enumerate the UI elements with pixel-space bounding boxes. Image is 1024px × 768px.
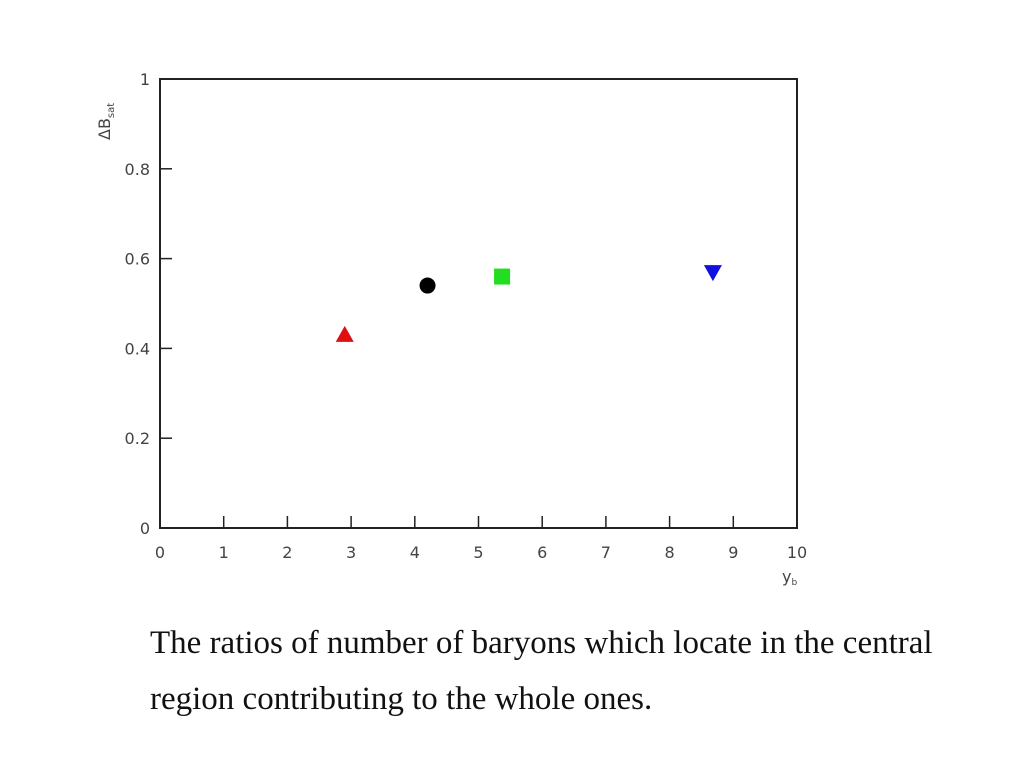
y-tick-label: 0.4: [125, 339, 150, 358]
y-axis-label-main: ΔB: [95, 118, 114, 140]
x-axis-label-sub: b: [791, 578, 797, 588]
plot-frame: [159, 78, 798, 529]
x-tick-label: 7: [601, 543, 611, 562]
x-tick-label: 4: [410, 543, 420, 562]
x-tick-label: 6: [537, 543, 547, 562]
y-tick-label: 0: [140, 519, 150, 538]
x-tick-label: 0: [155, 543, 165, 562]
x-tick-label: 5: [473, 543, 483, 562]
y-tick-label: 1: [140, 70, 150, 89]
x-tick-label: 10: [787, 543, 807, 562]
y-tick-label: 0.2: [125, 429, 150, 448]
x-tick-label: 3: [346, 543, 356, 562]
data-point: [419, 277, 436, 294]
caption: The ratios of number of baryons which lo…: [150, 625, 933, 717]
x-axis-label-main: y: [782, 567, 791, 586]
data-point: [335, 325, 354, 342]
chart: yb ΔBsat 0 1 2 3 4 5 6 7 8 9 10 0 0.2 0.4 0.6 0.8 1: [95, 70, 807, 588]
x-tick-label: 9: [728, 543, 738, 562]
x-tick-label: 8: [665, 543, 675, 562]
x-tick-label: 1: [219, 543, 229, 562]
data-point: [494, 268, 511, 285]
y-axis-label-sub: sat: [106, 103, 117, 118]
y-tick-label: 0.6: [125, 250, 150, 269]
x-tick-label: 2: [282, 543, 292, 562]
data-point: [703, 265, 722, 282]
y-tick-label: 0.8: [125, 160, 150, 179]
y-axis-label: ΔBsat: [95, 103, 117, 140]
x-axis-label: yb: [782, 567, 797, 588]
